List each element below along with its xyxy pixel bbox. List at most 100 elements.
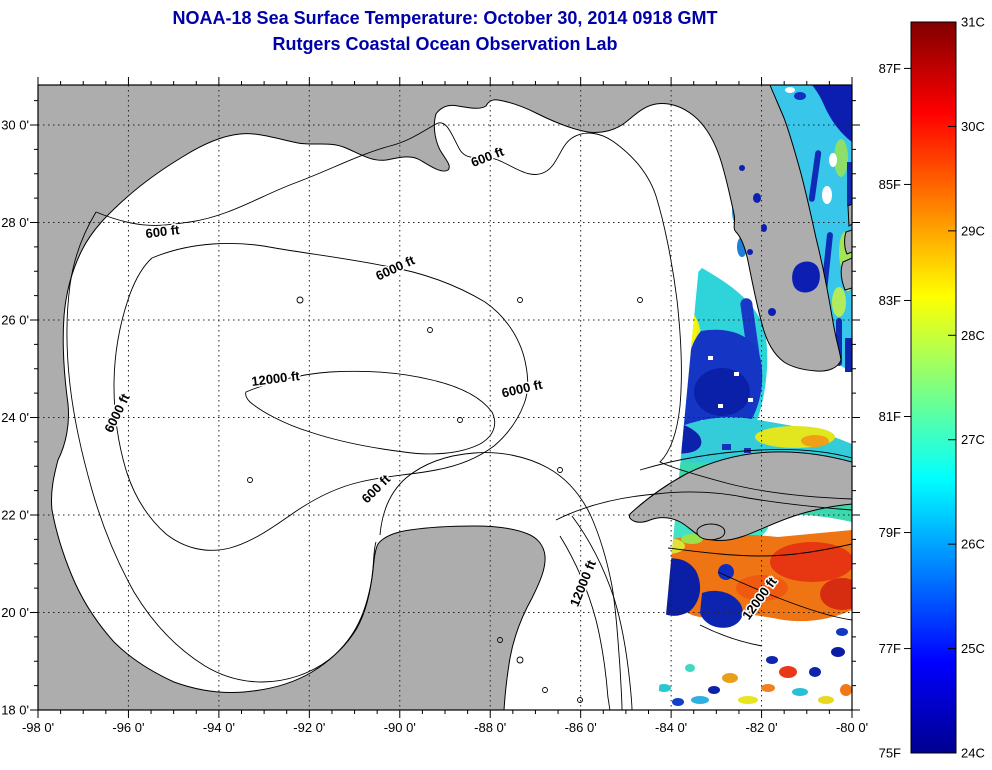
sst-patch	[836, 628, 848, 636]
y-tick-label: 30 0'	[1, 118, 29, 133]
x-tick-label: -90 0'	[384, 720, 416, 735]
sst-patch	[247, 477, 253, 483]
x-tick-label: -96 0'	[112, 720, 144, 735]
sst-patch	[834, 139, 848, 177]
y-tick-label: 26 0'	[1, 313, 29, 328]
colorbar-label-celsius: 30C	[961, 119, 985, 134]
sst-patch	[699, 624, 763, 647]
sst-patch	[768, 308, 776, 316]
sst-patch	[761, 224, 767, 232]
colorbar-label-fahrenheit: 79F	[879, 525, 901, 540]
x-tick-label: -80 0'	[836, 720, 868, 735]
sst-patch	[457, 417, 463, 423]
land-bahamas-edge	[844, 229, 852, 255]
sst-patch	[559, 535, 611, 710]
sst-patch	[845, 338, 852, 372]
sst-patch	[577, 697, 583, 703]
x-tick-label: -82 0'	[745, 720, 777, 735]
colorbar-label-fahrenheit: 87F	[879, 61, 901, 76]
sst-patch	[0, 652, 3, 658]
figure-title: NOAA-18 Sea Surface Temperature: October…	[173, 8, 718, 28]
colorbar-label-celsius: 27C	[961, 432, 985, 447]
sst-patch	[753, 193, 761, 203]
sst-patch	[770, 542, 852, 582]
sst-patch	[639, 449, 852, 471]
sst-patch	[818, 696, 834, 704]
sst-patch	[748, 398, 753, 402]
sst-patch	[794, 92, 806, 100]
sst-patch	[708, 686, 720, 694]
contour-layer	[0, 122, 852, 710]
figure-subtitle: Rutgers Coastal Ocean Observation Lab	[272, 34, 617, 54]
axes-ticks-and-labels: -98 0' -96 0' -94 0' -92 0' -90 0' -88 0' -86 …	[1, 77, 868, 735]
colorbar-label-fahrenheit: 83F	[879, 293, 901, 308]
sst-patch	[571, 515, 633, 710]
sst-patch	[747, 249, 753, 255]
sst-patch	[718, 404, 723, 408]
sst-patch	[685, 664, 695, 672]
sst-patch	[761, 684, 775, 692]
sst-patch	[95, 122, 852, 500]
sst-patch	[113, 243, 529, 551]
colorbar-label-fahrenheit: 77F	[879, 641, 901, 656]
sst-patch	[681, 534, 703, 544]
land-bahamas-edge2	[840, 257, 852, 291]
sst-patch	[700, 590, 743, 628]
sst-patch	[245, 370, 496, 455]
sst-patch	[832, 287, 846, 317]
sst-patch	[740, 298, 760, 362]
sst-patch	[672, 698, 684, 706]
sst-patch	[691, 696, 709, 704]
sst-patch	[516, 656, 524, 664]
x-tick-label: -94 0'	[203, 720, 235, 735]
colorbar-label-celsius: 26C	[961, 537, 985, 552]
sst-patch	[427, 327, 433, 333]
y-tick-label: 22 0'	[1, 508, 29, 523]
sst-patch	[734, 372, 739, 376]
lake-okeechobee	[792, 261, 820, 293]
y-tick-label: 28 0'	[1, 215, 29, 230]
sst-patch	[829, 153, 837, 167]
land-isla-juventud	[696, 523, 726, 541]
y-tick-label: 20 0'	[1, 605, 29, 620]
sst-patch	[785, 87, 795, 93]
sst-patch	[801, 435, 829, 447]
sst-patch	[694, 368, 750, 416]
x-tick-label: -92 0'	[293, 720, 325, 735]
sst-patch	[792, 688, 808, 696]
x-tick-label: -84 0'	[655, 720, 687, 735]
sst-patch	[840, 684, 852, 696]
sst-patch	[722, 673, 738, 683]
sst-patch	[808, 150, 822, 202]
x-tick-label: -86 0'	[565, 720, 597, 735]
sst-patch	[497, 637, 503, 643]
y-tick-label: 18 0'	[1, 703, 29, 718]
sst-patch	[847, 162, 852, 206]
land-bahamas-edge3	[847, 203, 852, 227]
colorbar-label-celsius: 29C	[961, 223, 985, 238]
sst-patch	[736, 575, 788, 601]
sst-patch	[809, 667, 821, 677]
sst-patch	[738, 696, 758, 704]
sst-patch	[820, 578, 852, 610]
sst-patch	[637, 297, 643, 303]
sst-patch	[542, 687, 548, 693]
sst-patch	[831, 647, 845, 657]
colorbar-label-fahrenheit: 81F	[879, 409, 901, 424]
sst-patch	[717, 571, 852, 621]
sst-patch	[557, 467, 563, 473]
x-tick-label: -98 0'	[22, 720, 54, 735]
sst-patch	[66, 211, 377, 683]
map-frame	[37, 84, 853, 711]
colorbar-gradient	[910, 21, 957, 754]
sst-patch	[517, 297, 523, 303]
colorbar-label-fahrenheit: 85F	[879, 177, 901, 192]
colorbar-ticks-and-labels: 31C 30C 29C 28C 27C 26C 25C 24C 87F 85F 83F 81F 79F 7…	[879, 15, 985, 761]
sst-patch	[555, 491, 852, 521]
colorbar-label-celsius: 28C	[961, 328, 985, 343]
sst-patch	[739, 165, 745, 171]
colorbar-label-fahrenheit: 75F	[879, 746, 901, 761]
sst-patch	[779, 666, 797, 678]
y-tick-label: 24 0'	[1, 410, 29, 425]
